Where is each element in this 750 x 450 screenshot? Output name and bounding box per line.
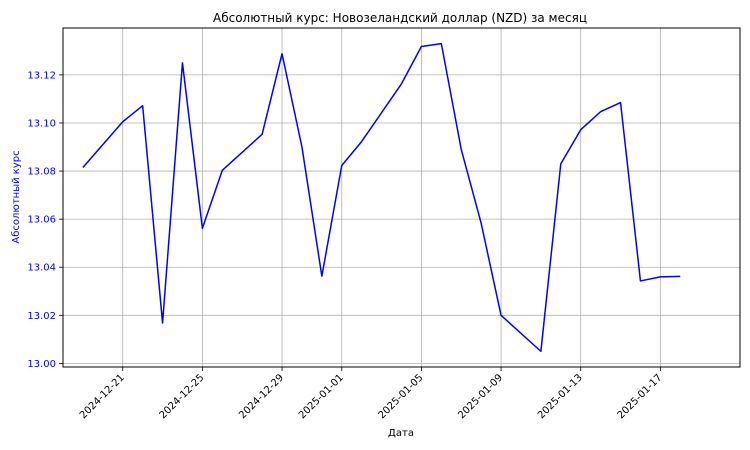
series-line: [82, 42, 681, 353]
x-tick-label: 2025-01-05: [377, 372, 426, 421]
series-layer: [82, 42, 681, 353]
chart-title: Абсолютный курс: Новозеландский доллар (…: [213, 11, 587, 25]
y-tick-label: 13.08: [27, 167, 56, 178]
x-tick-label: 2024-12-29: [237, 372, 286, 421]
x-tick-label: 2025-01-13: [536, 372, 585, 421]
x-tick-label: 2024-12-21: [78, 372, 127, 421]
y-tick-label: 13.12: [27, 70, 56, 81]
grid: [63, 28, 740, 367]
plot-area-frame: [62, 27, 741, 368]
y-axis-label: Абсолютный курс: [11, 150, 22, 243]
x-axis-label: Дата: [388, 428, 414, 439]
x-tick-label: 2025-01-17: [616, 372, 665, 421]
y-tick-label: 13.06: [27, 215, 56, 226]
x-tick-label: 2025-01-09: [456, 372, 505, 421]
x-tick-label: 2024-12-25: [158, 372, 207, 421]
y-tick-label: 13.02: [27, 311, 56, 322]
y-tick-label: 13.10: [27, 118, 56, 129]
y-tick-label: 13.00: [27, 359, 56, 370]
y-tick-label: 13.04: [27, 263, 56, 274]
x-tick-label: 2025-01-01: [297, 372, 346, 421]
